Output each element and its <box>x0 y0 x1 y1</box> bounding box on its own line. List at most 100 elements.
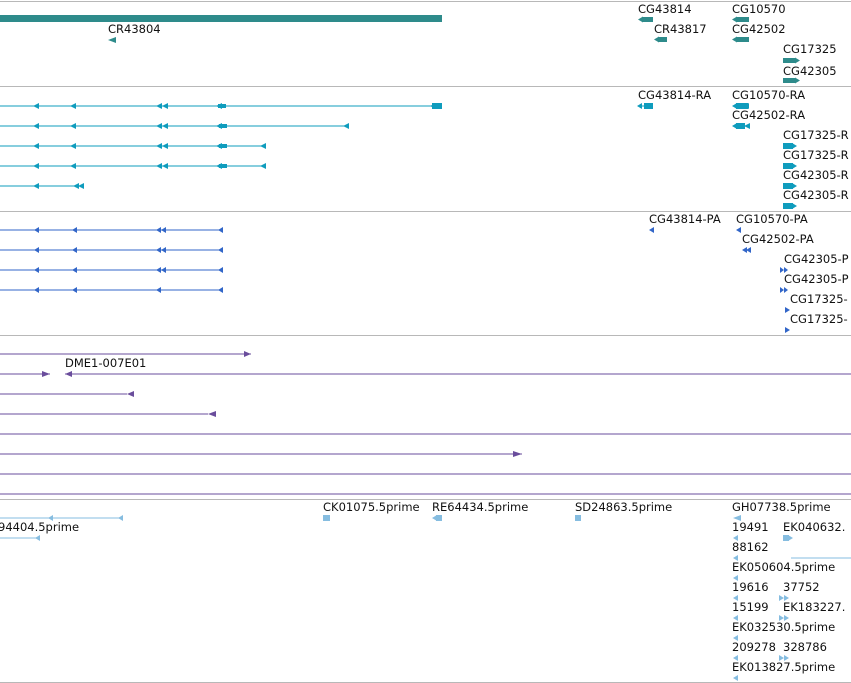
feature-label: CG17325 <box>783 42 837 56</box>
strand-right-arrow <box>513 451 522 457</box>
mrna-feature[interactable] <box>783 183 797 189</box>
est-feature[interactable] <box>779 595 789 601</box>
gene-feature[interactable] <box>0 15 442 22</box>
mrna-feature[interactable] <box>732 103 749 109</box>
cds-feature[interactable] <box>0 247 223 253</box>
est-feature[interactable] <box>783 535 851 559</box>
est-feature[interactable] <box>323 515 330 521</box>
strand-left-arrow <box>218 287 223 293</box>
est-feature[interactable] <box>432 515 442 521</box>
cdna-feature[interactable] <box>65 371 851 377</box>
est-feature[interactable] <box>733 515 741 521</box>
feature-label: 88162 <box>732 540 769 554</box>
est-feature[interactable] <box>733 635 738 641</box>
strand-right-arrow <box>42 371 50 377</box>
feature-block <box>219 124 227 128</box>
cds-feature[interactable] <box>649 227 654 233</box>
track-gene <box>0 15 800 84</box>
cds-feature[interactable] <box>0 227 223 233</box>
cdna-feature[interactable] <box>0 351 251 357</box>
est-feature[interactable] <box>733 575 738 581</box>
strand-left-arrow <box>161 247 166 253</box>
strand-left-arrow <box>343 123 349 129</box>
cdna-feature[interactable] <box>0 371 50 377</box>
feature-label: CG42305 <box>783 64 837 78</box>
feature-block <box>783 58 795 63</box>
strand-right-arrow <box>795 77 800 84</box>
mrna-feature[interactable] <box>0 143 266 149</box>
feature-block <box>0 15 442 22</box>
mrna-feature[interactable] <box>637 103 653 109</box>
strand-left-arrow <box>732 103 737 109</box>
feature-block <box>783 78 795 83</box>
feature-label: CG42502-PA <box>742 232 814 246</box>
feature-label: 37752 <box>783 580 820 594</box>
feature-label: CG17325- <box>790 292 848 306</box>
est-feature[interactable] <box>779 655 789 661</box>
est-feature[interactable] <box>733 655 738 661</box>
mrna-feature[interactable] <box>783 143 797 149</box>
gene-feature[interactable] <box>732 36 749 43</box>
strand-left-arrow <box>260 163 266 169</box>
est-feature[interactable] <box>733 595 738 601</box>
cds-feature[interactable] <box>780 287 788 293</box>
gene-feature[interactable] <box>783 57 800 64</box>
strand-right-arrow <box>785 327 790 333</box>
mrna-feature[interactable] <box>0 103 442 109</box>
est-feature[interactable] <box>779 615 789 621</box>
feature-label: 94404.5prime <box>0 520 80 534</box>
strand-left-arrow <box>733 575 738 581</box>
mrna-feature[interactable] <box>0 163 266 169</box>
strand-right-arrow <box>325 515 330 521</box>
cds-feature[interactable] <box>780 267 788 273</box>
strand-left-arrow <box>161 227 166 233</box>
cdna-feature[interactable] <box>0 451 522 457</box>
est-feature[interactable] <box>733 615 738 621</box>
feature-block <box>642 17 653 22</box>
feature-block <box>783 183 793 189</box>
strand-right-arrow <box>784 267 788 273</box>
strand-left-arrow <box>156 103 162 109</box>
cdna-feature[interactable] <box>0 391 134 397</box>
track-separator <box>0 211 851 212</box>
mrna-feature[interactable] <box>783 203 797 209</box>
strand-right-arrow <box>780 287 784 293</box>
gene-feature[interactable] <box>108 37 116 43</box>
strand-left-arrow <box>72 287 77 293</box>
cdna-feature[interactable] <box>0 411 216 417</box>
est-feature[interactable] <box>733 555 738 561</box>
strand-left-arrow <box>733 555 738 561</box>
strand-left-arrow <box>72 267 77 273</box>
gene-feature[interactable] <box>654 36 667 43</box>
cds-feature[interactable] <box>0 287 223 293</box>
strand-right-arrow <box>244 351 251 357</box>
feature-label: CG17325- <box>790 312 848 326</box>
cds-feature[interactable] <box>0 267 223 273</box>
gene-feature[interactable] <box>783 77 800 84</box>
feature-label: 209278 <box>732 640 776 654</box>
est-feature[interactable] <box>0 515 123 541</box>
feature-label: CR43817 <box>654 22 707 36</box>
strand-right-arrow <box>779 655 784 661</box>
cds-feature[interactable] <box>785 307 790 313</box>
strand-left-arrow <box>162 123 168 129</box>
strand-left-arrow <box>156 123 162 129</box>
est-feature[interactable] <box>575 515 581 521</box>
mrna-feature[interactable] <box>0 123 349 129</box>
mrna-feature[interactable] <box>0 183 84 189</box>
strand-left-arrow <box>33 143 39 149</box>
strand-right-arrow <box>792 183 797 189</box>
cds-feature[interactable] <box>742 247 751 253</box>
cds-feature[interactable] <box>785 327 790 333</box>
cds-feature[interactable] <box>736 227 741 233</box>
gene-feature[interactable] <box>638 16 653 23</box>
est-feature[interactable] <box>733 535 738 541</box>
est-feature[interactable] <box>733 675 738 681</box>
track-mrna <box>0 103 797 209</box>
strand-left-arrow <box>108 37 116 43</box>
mrna-feature[interactable] <box>732 123 750 129</box>
strand-left-arrow <box>156 287 161 293</box>
strand-left-arrow <box>654 36 659 43</box>
gene-feature[interactable] <box>732 16 749 23</box>
mrna-feature[interactable] <box>783 163 797 169</box>
